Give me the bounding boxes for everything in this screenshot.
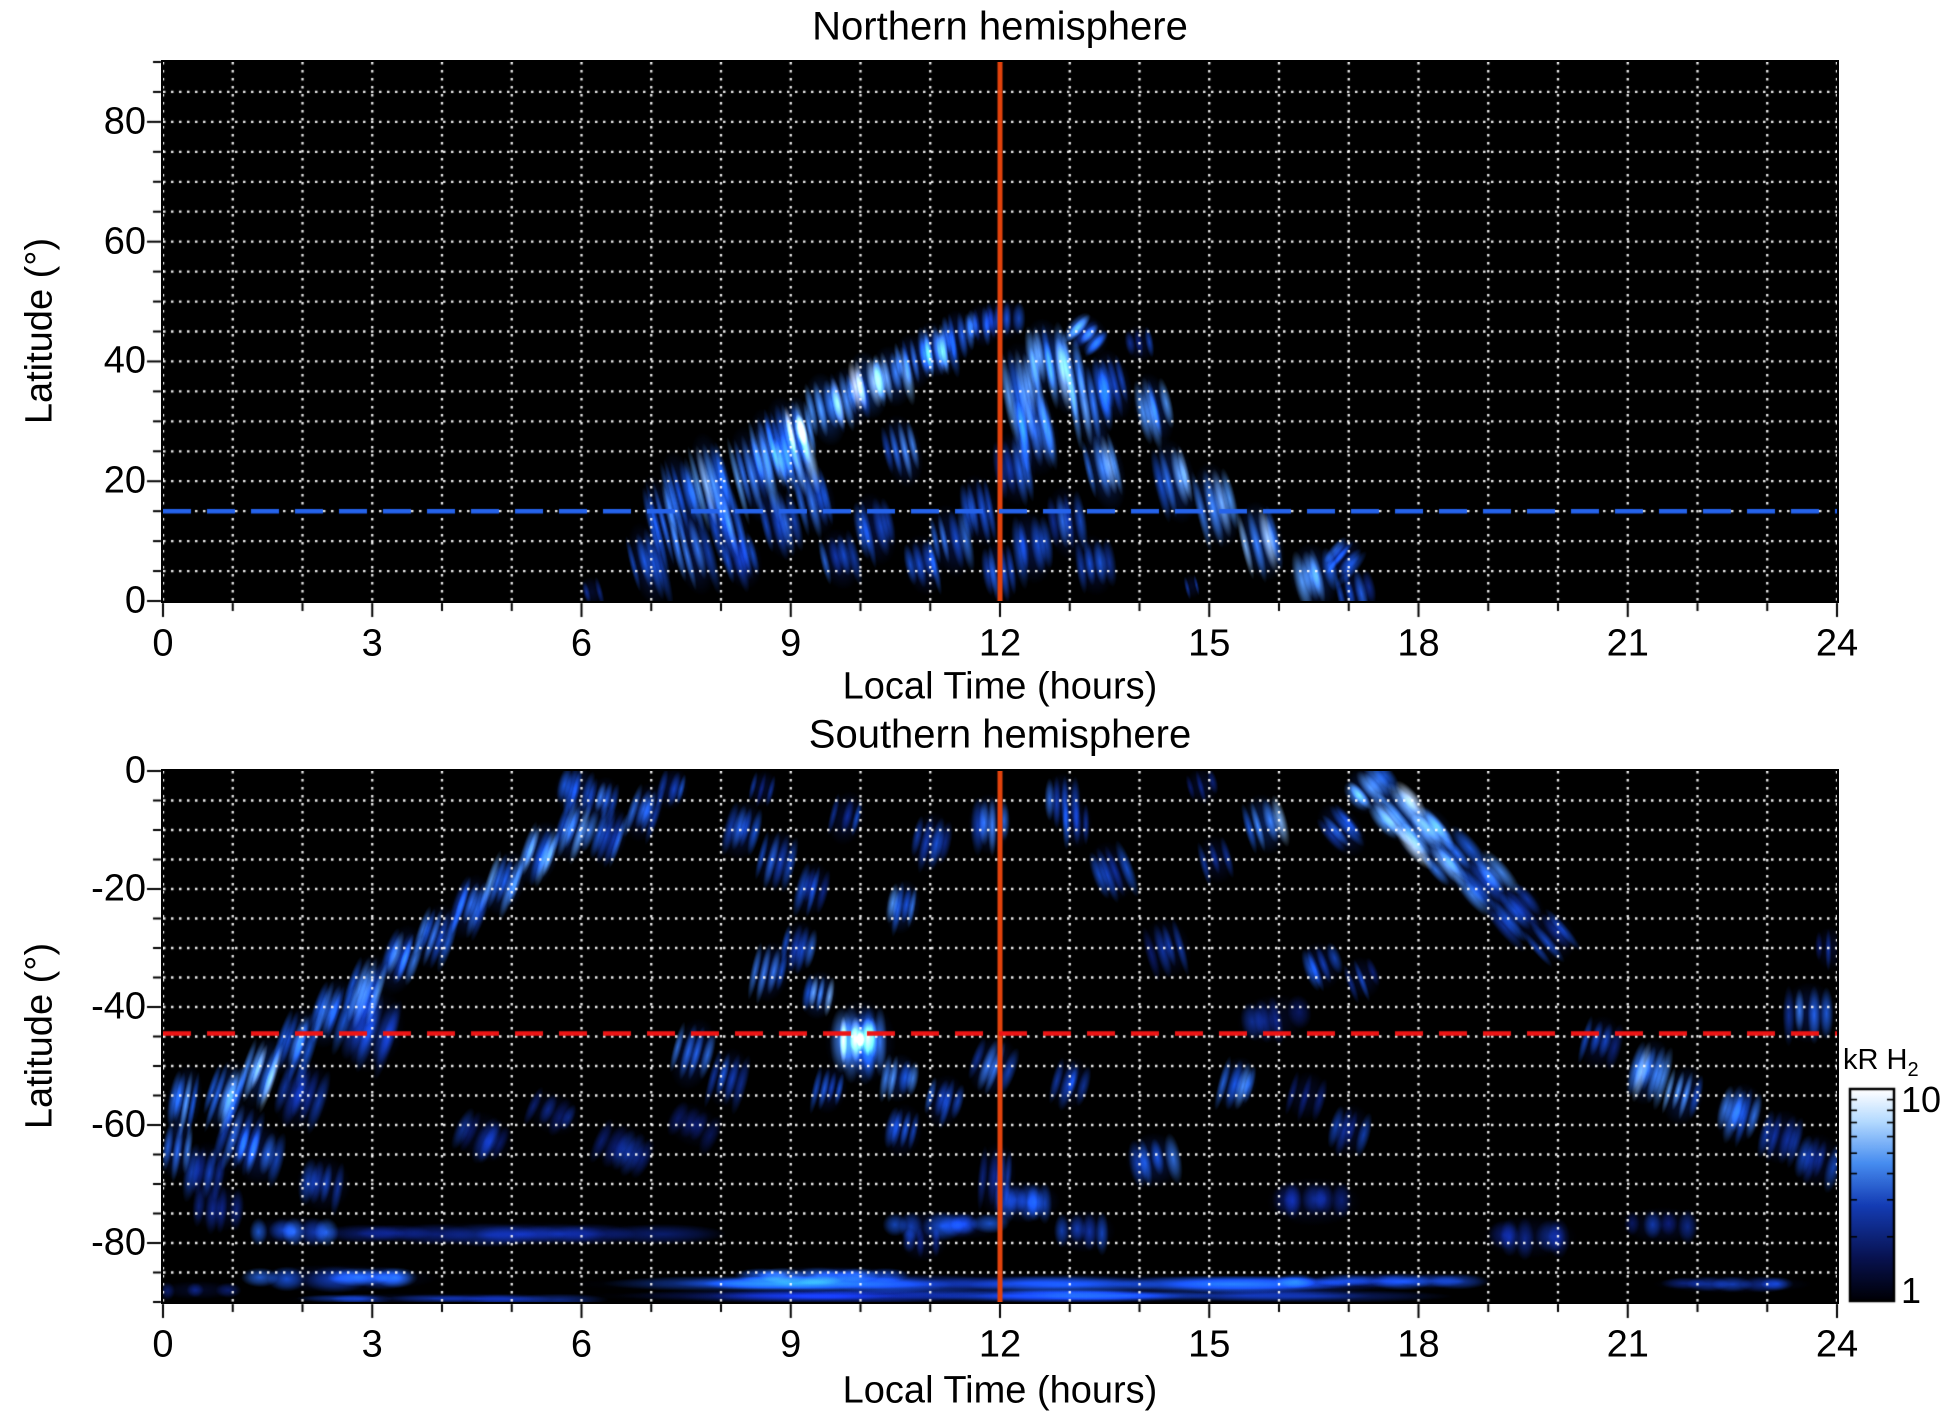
colorbar-title-main: kR H [1843,1044,1908,1077]
south-y-tick-label: -80 [91,1221,146,1264]
north-x-tick-label: 15 [1188,622,1231,665]
north-x-tick-label: 9 [780,622,802,665]
south-x-tick-label: 18 [1397,1323,1440,1366]
north-heatmap-canvas [161,60,1839,603]
north-x-tick-label: 12 [978,622,1022,665]
south-x-tick-label: 0 [152,1323,174,1366]
south-x-tick-label: 3 [361,1323,383,1366]
north-x-tick-label: 0 [152,622,174,665]
north-x-tick-label: 21 [1606,622,1649,665]
colorbar-title: kR H2 [1843,1044,1919,1082]
colorbar-title-sub: 2 [1907,1058,1919,1081]
south-x-tick-label: 12 [978,1323,1022,1366]
south-x-tick-label: 24 [1815,1323,1859,1366]
north-y-tick-label: 80 [103,100,146,143]
north-y-axis-label: Latitude (°) [18,237,61,425]
north-x-tick-label: 3 [361,622,383,665]
north-x-tick-label: 18 [1397,622,1440,665]
south-panel-title: Southern hemisphere [808,712,1192,757]
south-x-tick-label: 9 [780,1323,802,1366]
colorbar-min-label: 1 [1901,1270,1922,1311]
north-x-axis-label: Local Time (hours) [842,665,1158,708]
south-y-tick-label: -20 [91,867,146,910]
south-x-tick-label: 15 [1188,1323,1231,1366]
south-x-tick-label: 6 [570,1323,593,1366]
north-y-tick-label: 40 [103,339,146,382]
north-y-tick-label: 60 [103,220,146,263]
south-y-tick-label: 0 [124,749,146,792]
south-y-tick-label: -60 [91,1103,146,1146]
north-x-tick-label: 6 [570,622,593,665]
north-x-tick-label: 24 [1815,622,1859,665]
north-y-tick-label: 0 [124,579,146,622]
north-y-tick-label: 20 [103,459,146,502]
south-y-axis-label: Latitude (°) [18,942,61,1130]
south-x-axis-label: Local Time (hours) [842,1369,1158,1412]
south-x-tick-label: 21 [1606,1323,1649,1366]
south-y-tick-label: -40 [91,985,146,1028]
colorbar-max-label: 10 [1901,1079,1942,1120]
south-heatmap-canvas [161,769,1839,1304]
north-panel-title: Northern hemisphere [812,4,1188,49]
